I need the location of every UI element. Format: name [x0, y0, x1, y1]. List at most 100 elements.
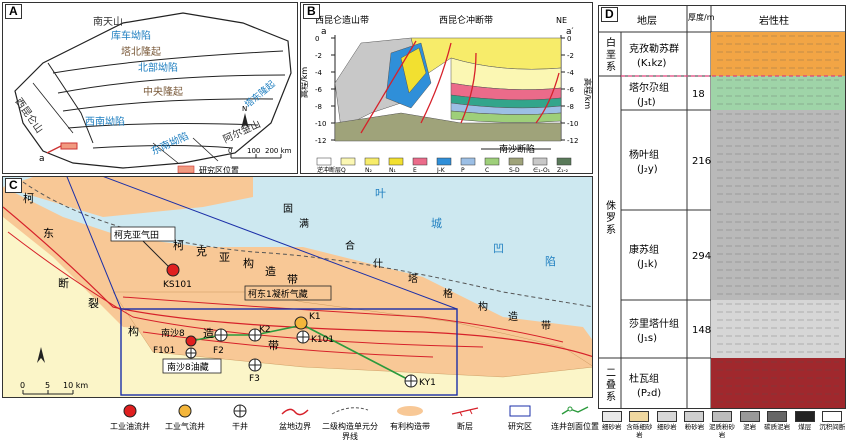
strata-swatch: [508, 157, 524, 166]
cs-a: a: [321, 27, 327, 37]
tick-right-label: -10: [567, 120, 578, 128]
svg-text:柯: 柯: [23, 192, 34, 205]
strata-swatch: [364, 157, 380, 166]
tick-right-label: -4: [567, 69, 575, 77]
svg-text:南沙8: 南沙8: [161, 327, 185, 339]
tick-right-label: -2: [567, 52, 574, 60]
cs-a2: a′: [566, 27, 574, 37]
svg-text:凹: 凹: [493, 242, 504, 255]
north-arrow-icon: [241, 113, 249, 129]
litho-legend-swatch: [739, 411, 760, 422]
litho-legend-label: 含砾细砂岩: [626, 423, 653, 439]
svg-text:满: 满: [299, 218, 309, 230]
legend-study-area: 研究区: [490, 400, 550, 432]
panel-d-label: D: [601, 7, 618, 22]
tick-left-label: 0: [315, 35, 319, 43]
formation-thickness: 294: [692, 251, 711, 262]
litho-legend-swatch: [601, 411, 622, 422]
litho-legend-swatch: [656, 411, 677, 422]
formation-code: (P₂d): [637, 388, 661, 399]
svg-text:克: 克: [196, 245, 207, 258]
litho-legend-label: 泥岩: [743, 423, 757, 431]
svg-text:K1: K1: [309, 312, 321, 322]
panel-a-label: A: [5, 4, 22, 19]
tick-left-label: -2: [315, 52, 322, 60]
litho-legend-item: 粉砂岩: [681, 409, 709, 444]
cross-section-svg: 西昆仑造山带 西昆仑冲断带 NE a a′ 0 0 -2 -2 -4 -4 -6 -6 -8 -8…: [301, 14, 593, 174]
system-name: 白: [606, 36, 616, 49]
tick-right-label: -6: [567, 86, 575, 94]
litho-legend-swatch: [794, 411, 815, 422]
hdr-thickness: 厚度/m: [688, 12, 715, 22]
svg-text:造: 造: [508, 310, 518, 323]
study-area-marker: [60, 142, 78, 150]
callout-kedong: 柯东1凝析气藏: [248, 288, 308, 300]
svg-text:叶: 叶: [375, 187, 386, 200]
legend-favorable: 有利构造带: [380, 400, 440, 432]
svg-text:K101: K101: [311, 335, 334, 345]
litho-bar: [711, 358, 845, 408]
svg-text:0: 0: [20, 381, 25, 390]
litho-legend-item: 细砂岩: [653, 409, 681, 444]
strata-legend-label: N₁: [389, 167, 396, 174]
strata-legend-label: E: [413, 167, 417, 174]
litho-legend-item: 泥质粉砂岩: [708, 409, 736, 444]
svg-text:KY1: KY1: [419, 378, 436, 388]
strata-legend-label: J-K: [436, 167, 446, 174]
panel-a-basin-map: A N 0 100 200 km 研究区位置 南天山 库车坳陷 塔北隆: [2, 2, 298, 174]
strata-legend-label: P: [461, 167, 465, 174]
scale-a-mid: 100: [247, 147, 260, 155]
strata-legend-label: S-D: [509, 167, 520, 174]
strata-swatch: [412, 157, 428, 166]
legend-profile: 连井剖面位置: [545, 400, 605, 432]
formation-name: 杨叶组: [629, 148, 659, 161]
litho-legend-swatch: [712, 411, 733, 422]
formation-thickness: 216: [692, 156, 711, 167]
well-nansha8: [185, 335, 197, 347]
system-name: 叠: [606, 379, 616, 391]
formation-name: 克孜勒苏群: [629, 42, 679, 55]
svg-text:10 km: 10 km: [63, 381, 88, 390]
tick-right-label: -8: [567, 103, 574, 111]
svg-text:固: 固: [283, 203, 293, 215]
litho-bar: [711, 110, 845, 210]
tick-left-label: -4: [315, 69, 323, 77]
system-name: 罗: [606, 212, 616, 224]
svg-text:合: 合: [345, 239, 355, 252]
well-f2: [214, 328, 228, 342]
well-f101: [185, 347, 197, 359]
svg-text:柯: 柯: [173, 239, 184, 252]
svg-text:造: 造: [203, 326, 214, 340]
legend-basin-boundary: 盆地边界: [265, 400, 325, 432]
callout-nansha: 南沙8油藏: [167, 361, 209, 373]
svg-text:断: 断: [58, 276, 69, 290]
strata-legend-label: C: [485, 167, 489, 174]
litho-legend-label: 沉积间断: [819, 423, 846, 431]
well-k1: [294, 316, 308, 330]
panel-c-local-map: C 叶 城 凹 陷 固 满 合 什 塔 格 构 造 带: [2, 176, 593, 398]
svg-text:构: 构: [128, 324, 139, 338]
hdr-column: 岩性柱: [759, 14, 789, 27]
strata-swatch: [484, 157, 500, 166]
label-nantianshan: 南天山: [93, 15, 123, 28]
legend-gas-well: 工业气流井: [155, 400, 215, 432]
legend-dry-well: 干井: [210, 400, 270, 432]
svg-text:造: 造: [265, 264, 276, 278]
litho-legend-item: 细砂岩: [598, 409, 626, 444]
scale-a-zero: 0: [228, 147, 232, 155]
litho-bar: [711, 210, 845, 300]
litho-legend-swatch: [767, 411, 788, 422]
svg-text:东: 东: [43, 227, 54, 240]
svg-text:构: 构: [243, 256, 254, 270]
strata-legend-label: 逆冲断层: [317, 166, 341, 174]
litho-legend-item: 碳质泥岩: [763, 409, 791, 444]
cs-ylabel-right: 高程/km: [583, 78, 593, 109]
tick-left-label: -8: [315, 103, 322, 111]
system-name: 二: [606, 368, 616, 379]
formation-code: (J₂y): [637, 164, 658, 175]
svg-text:裂: 裂: [88, 297, 99, 310]
litho-legend-label: 泥质粉砂岩: [709, 423, 736, 439]
strata-swatch: [556, 157, 572, 166]
legend-fault: 断层: [435, 400, 495, 432]
svg-text:城: 城: [431, 217, 442, 230]
